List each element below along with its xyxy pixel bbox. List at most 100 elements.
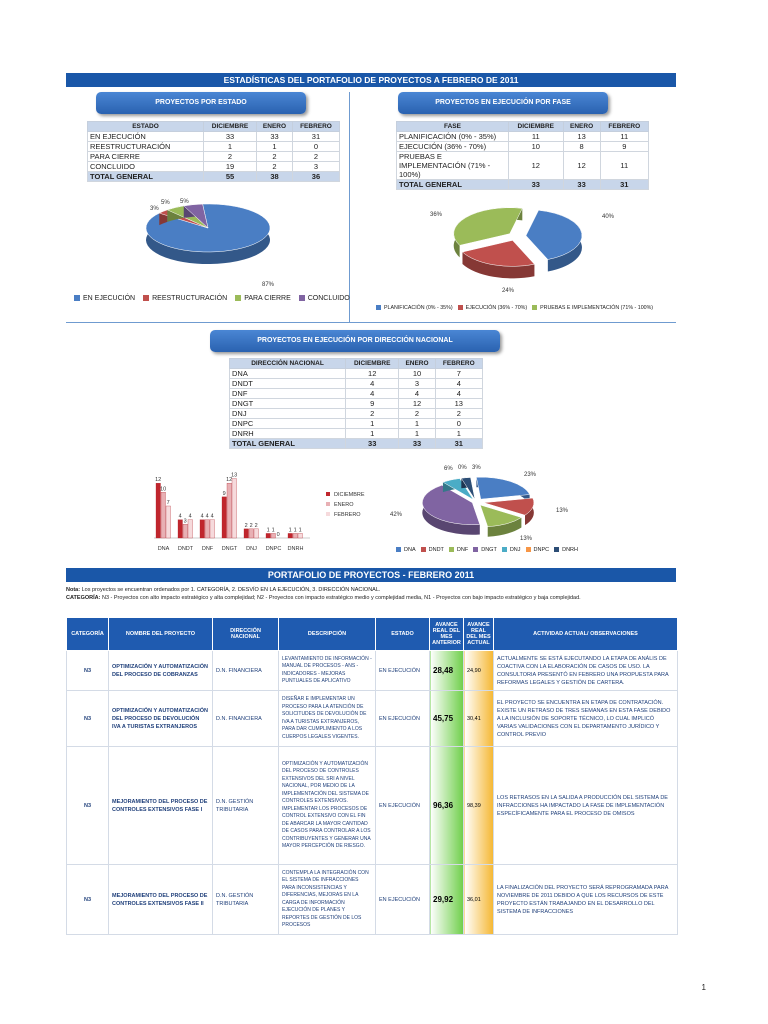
- description-cell: LEVANTAMIENTO DE INFORMACIÓN - MANUAL DE…: [278, 650, 376, 691]
- cell: 8: [562, 141, 601, 152]
- row-label: DNRH: [229, 428, 346, 439]
- cell: 33: [344, 438, 400, 449]
- bar-value-label: 7: [167, 500, 170, 506]
- cell: 1: [256, 141, 293, 152]
- total-row: TOTAL GENERAL 33 33 31: [229, 438, 484, 449]
- table-row: DNA 12 10 7: [229, 368, 484, 379]
- cat-body: N3 - Proyectos con alto impacto estratég…: [101, 595, 581, 601]
- description-cell: DISEÑAR E IMPLEMENTAR UN PROCESO PARA LA…: [278, 690, 376, 747]
- direccion-header: ENERO: [398, 358, 436, 369]
- pie-data-label: 40%: [602, 214, 615, 220]
- cell: 4: [344, 378, 400, 389]
- direccion-header: FEBRERO: [434, 358, 484, 369]
- fase-header: FASE: [396, 121, 509, 132]
- row-label: DNJ: [229, 408, 346, 419]
- legend-swatch: [326, 502, 330, 506]
- direction-cell: D.N. FINANCIERA: [212, 690, 279, 747]
- cell: 19: [202, 161, 258, 172]
- status-cell: EN EJECUCIÓN: [375, 746, 430, 865]
- pie-data-label: 13%: [520, 536, 533, 542]
- cell: 2: [398, 408, 436, 419]
- pie-data-label: 6%: [444, 466, 453, 472]
- project-name: MEJORAMIENTO DEL PROCESO DE CONTROLES EX…: [108, 746, 213, 865]
- bar: [155, 482, 161, 539]
- pie-slice: [422, 484, 481, 525]
- bar-value-label: 1: [267, 527, 270, 533]
- estado-header: FEBRERO: [291, 121, 341, 132]
- cell: 2: [291, 151, 341, 162]
- table-row: EN EJECUCIÓN 33 33 31: [87, 131, 341, 142]
- row-label: PRUEBAS E IMPLEMENTACIÓN (71% - 100%): [396, 151, 509, 180]
- direccion-pie-legend: DNA DNDT DNF DNGT DNJ DNPC DNRH: [396, 547, 578, 553]
- col-header: DESCRIPCIÓN: [278, 617, 376, 651]
- category-cell: N3: [66, 650, 109, 691]
- description-cell: OPTIMIZACIÓN Y AUTOMATIZACIÓN DEL PROCES…: [278, 746, 376, 865]
- bar-value-label: 2: [255, 523, 258, 529]
- status-cell: EN EJECUCIÓN: [375, 650, 430, 691]
- direccion-pill: PROYECTOS EN EJECUCIÓN POR DIRECCIÓN NAC…: [210, 330, 500, 352]
- legend-item: PARA CIERRE: [235, 295, 291, 302]
- cell: 13: [562, 131, 601, 142]
- bar-value-label: 4: [179, 514, 182, 520]
- bar: [297, 533, 303, 539]
- legend-item: EN EJECUCIÓN: [74, 295, 135, 302]
- fase-header: ENERO: [562, 121, 601, 132]
- direction-cell: D.N. GESTIÓN TRIBUTARIA: [212, 864, 279, 935]
- section-divider-h: [66, 322, 676, 323]
- cat-label: CATEGORÍA:: [66, 595, 101, 601]
- fase-legend: PLANIFICACIÓN (0% - 35%) EJECUCIÓN (36% …: [376, 305, 653, 311]
- bar: [270, 533, 276, 539]
- bar-value-label: 4: [211, 514, 214, 520]
- cell: 31: [434, 438, 484, 449]
- cell: 55: [202, 171, 258, 182]
- col-header: ACTIVIDAD ACTUAL/ OBSERVACIONES: [493, 617, 678, 651]
- legend-swatch: [326, 512, 330, 516]
- cell: 33: [202, 131, 258, 142]
- direccion-pie-chart: 23% 13% 13% 42% 6% 0% 3%: [390, 465, 569, 542]
- legend-item: REESTRUCTURACIÓN: [143, 295, 227, 302]
- observations-cell: EL PROYECTO SE ENCUENTRA EN ETAPA DE CON…: [493, 690, 678, 747]
- legend-item: CONCLUIDO: [298, 295, 350, 302]
- bar-value-label: 10: [160, 486, 166, 492]
- cell: 4: [434, 388, 484, 399]
- col-header: AVANCE REAL DEL MES ANTERIOR: [429, 617, 464, 651]
- cell: 12: [562, 151, 601, 180]
- table-row: DNRH 1 1 1: [229, 428, 484, 439]
- legend-label: FEBRERO: [334, 512, 361, 518]
- cell: 36: [291, 171, 341, 182]
- bar: [204, 519, 210, 539]
- direccion-table: DIRECCIÓN NACIONAL DICIEMBRE ENERO FEBRE…: [229, 358, 484, 449]
- bar: [209, 519, 215, 539]
- legend-label: ENERO: [334, 502, 354, 508]
- project-row: N3 OPTIMIZACIÓN Y AUTOMATIZACIÓN DEL PROC…: [66, 650, 678, 691]
- x-tick-label: DNJ: [246, 546, 257, 552]
- pie-slice-side: [525, 498, 534, 526]
- category-cell: N3: [66, 690, 109, 747]
- description-cell: CONTEMPLA LA INTEGRACIÓN CON EL SISTEMA …: [278, 864, 376, 935]
- row-label: EN EJECUCIÓN: [87, 131, 204, 142]
- bar-value-label: 12: [155, 477, 161, 483]
- note-body: Los proyectos se encuentran ordenados po…: [81, 587, 381, 593]
- row-label: PLANIFICACIÓN (0% - 35%): [396, 131, 509, 142]
- bar: [187, 519, 193, 539]
- fase-table: FASE DICIEMBRE ENERO FEBRERO PLANIFICACI…: [396, 121, 650, 190]
- row-label: DNPC: [229, 418, 346, 429]
- cell: 9: [599, 141, 650, 152]
- bar: [221, 496, 227, 539]
- bar-value-label: 1: [272, 527, 275, 533]
- col-header: DIRECCIÓN NACIONAL: [212, 617, 279, 651]
- project-row: N3 MEJORAMIENTO DEL PROCESO DE CONTROLES …: [66, 746, 678, 865]
- row-label: PARA CIERRE: [87, 151, 204, 162]
- legend-item: DNA: [396, 547, 416, 553]
- x-tick-label: DNA: [158, 546, 170, 552]
- row-label: TOTAL GENERAL: [229, 438, 346, 449]
- pie-slice: [525, 209, 583, 260]
- legend-item: DNRH: [554, 547, 578, 553]
- estado-pill: PROYECTOS POR ESTADO: [96, 92, 306, 114]
- bar-value-label: 4: [206, 514, 209, 520]
- observations-cell: LA FINALIZACIÓN DEL PROYECTO SERÁ REPROG…: [493, 864, 678, 935]
- pie-slice-side: [462, 251, 535, 279]
- table-row: REESTRUCTURACIÓN 1 1 0: [87, 141, 341, 152]
- progress-curr: 30,41: [463, 690, 494, 747]
